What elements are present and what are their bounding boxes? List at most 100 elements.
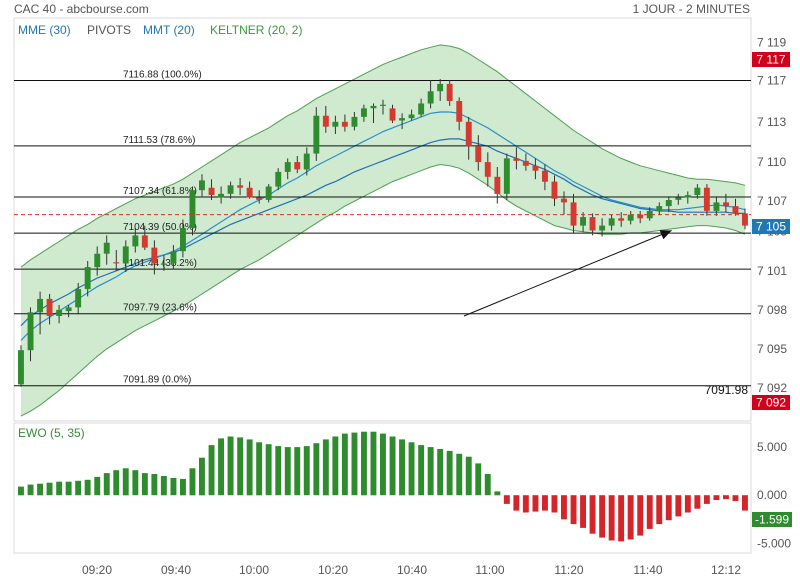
candle (532, 158, 539, 180)
candle (656, 202, 663, 215)
candle-body (532, 165, 539, 171)
candle (170, 245, 177, 270)
candle (46, 294, 53, 325)
candle (475, 135, 482, 171)
candle (618, 212, 625, 227)
candle-body (27, 312, 34, 351)
time-tick: 11:20 (554, 563, 583, 577)
svg-text:7 117: 7 117 (756, 53, 785, 67)
candle (503, 153, 510, 200)
candle (408, 109, 415, 121)
candle-body (418, 103, 425, 115)
legend-ema30[interactable]: MME (30) (18, 23, 71, 37)
top-price-badge: 7 117 (752, 52, 790, 67)
ewo-bar (361, 431, 367, 496)
candle-body (580, 217, 586, 226)
candle-body (446, 83, 453, 101)
period-label: 1 JOUR - 2 MINUTES (633, 2, 750, 16)
candle-body (370, 105, 377, 109)
ewo-bar (122, 468, 129, 496)
legend-keltner[interactable]: KELTNER (20, 2) (210, 23, 302, 37)
candle-body (665, 200, 672, 207)
candle-body (122, 246, 129, 264)
candle (380, 99, 386, 115)
ewo-bar (646, 495, 653, 529)
candle (465, 116, 472, 160)
ewo-bar (532, 495, 539, 512)
candle-body (341, 121, 348, 127)
ewo-bar (84, 479, 91, 496)
ewo-bar (151, 474, 158, 496)
ewo-bar (46, 482, 53, 496)
candle-body (742, 213, 748, 226)
candle-body (227, 185, 234, 194)
keltner-upper-line (20, 44, 746, 268)
candle (141, 225, 148, 250)
candle-body (589, 217, 596, 231)
candle-body (561, 198, 567, 203)
price-tick: 7 117 (757, 74, 786, 88)
ewo-bar (180, 478, 186, 496)
candle (608, 214, 615, 231)
candle-body (265, 186, 272, 200)
candle-body (18, 350, 24, 385)
candle-body (599, 225, 606, 231)
candle (227, 181, 234, 199)
candle (65, 305, 72, 318)
indicator-legend: MME (30) PIVOTS MMT (20) KELTNER (20, 2) (18, 23, 302, 37)
candlesticks (18, 79, 748, 387)
candle (484, 152, 491, 187)
candle (684, 191, 691, 204)
ewo-bar (570, 495, 577, 525)
legend-pivots[interactable]: PIVOTS (87, 23, 131, 37)
ewo-bar (418, 445, 425, 496)
candle-body (713, 202, 720, 211)
ewo-bar (484, 474, 491, 496)
candle (37, 291, 43, 335)
candle (494, 167, 501, 204)
candle (456, 97, 463, 131)
candle (675, 193, 682, 205)
candle (694, 184, 701, 199)
fib-label-1: 7111.53 (78.6%) (123, 135, 195, 146)
candle (113, 250, 120, 271)
candle (513, 147, 520, 170)
ewo-bar (227, 436, 234, 496)
candle (332, 115, 339, 134)
candle-body (627, 214, 634, 221)
ewo-bar (322, 439, 329, 496)
trend-arrow-head (659, 230, 672, 240)
price-panel-frame (13, 17, 752, 422)
candle-body (456, 101, 463, 122)
candle (94, 246, 101, 276)
keltner-lower-line (20, 163, 746, 417)
candle (313, 107, 320, 161)
candle (589, 213, 596, 236)
fib-label-3: 7104.39 (50.0%) (123, 222, 197, 233)
ewo-bar (341, 433, 348, 496)
ewo-bar (703, 495, 710, 504)
candle-body (484, 162, 491, 177)
candle-body (551, 181, 558, 199)
candle-body (399, 118, 405, 121)
candle (542, 164, 548, 191)
legend-sma20[interactable]: MMT (20) (143, 23, 195, 37)
candle-body (141, 235, 148, 248)
candle (580, 212, 586, 232)
candle-body (637, 214, 644, 219)
candle (284, 158, 291, 180)
ewo-bar (351, 432, 358, 496)
ewo-bar (27, 484, 34, 496)
current-price-badge: 7 105 (752, 219, 790, 234)
ewo-bar (332, 436, 339, 496)
candle-body (542, 170, 548, 182)
ewo-bar (113, 470, 120, 496)
ewo-bar (399, 439, 405, 496)
price-tick: 7 119 (757, 35, 786, 49)
keltner-fill (21, 44, 745, 417)
ewo-bar (627, 495, 634, 540)
ewo-bar (742, 495, 748, 511)
ewo-histogram (18, 431, 748, 542)
time-tick: 09:40 (161, 563, 191, 577)
candle (84, 261, 91, 297)
